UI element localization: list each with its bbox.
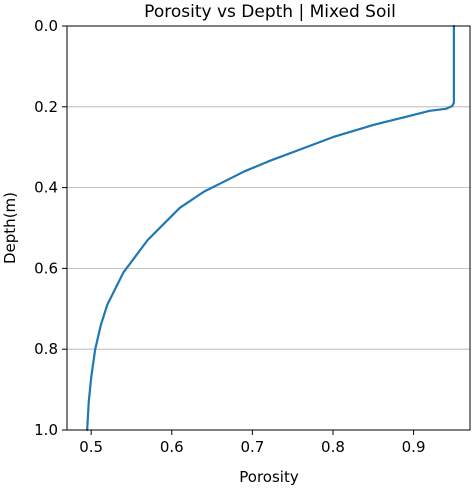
x-axis: 0.5 0.6 0.7 0.8 0.9 bbox=[79, 430, 426, 456]
x-tick-label-1: 0.6 bbox=[160, 438, 184, 456]
y-tick-label-3: 0.6 bbox=[34, 259, 58, 277]
y-axis-label: Depth(m) bbox=[1, 192, 19, 264]
y-tick-label-1: 0.2 bbox=[34, 98, 58, 116]
plot-frame bbox=[66, 25, 471, 431]
x-tick-label-2: 0.7 bbox=[240, 438, 264, 456]
gridlines bbox=[67, 25, 470, 431]
y-axis: 0.0 0.2 0.4 0.6 0.8 1.0 bbox=[34, 17, 67, 439]
y-tick-label-4: 0.8 bbox=[34, 340, 58, 358]
y-tick-label-0: 0.0 bbox=[34, 17, 58, 35]
x-axis-label: Porosity bbox=[239, 468, 299, 486]
series-group bbox=[86, 24, 455, 432]
chart-title: Porosity vs Depth | Mixed Soil bbox=[144, 2, 396, 22]
y-tick-label-2: 0.4 bbox=[34, 179, 58, 197]
x-tick-label-4: 0.9 bbox=[402, 438, 426, 456]
series-line-0 bbox=[86, 24, 455, 432]
x-tick-label-0: 0.5 bbox=[79, 438, 103, 456]
y-tick-label-5: 1.0 bbox=[34, 421, 58, 439]
x-tick-label-3: 0.8 bbox=[321, 438, 345, 456]
